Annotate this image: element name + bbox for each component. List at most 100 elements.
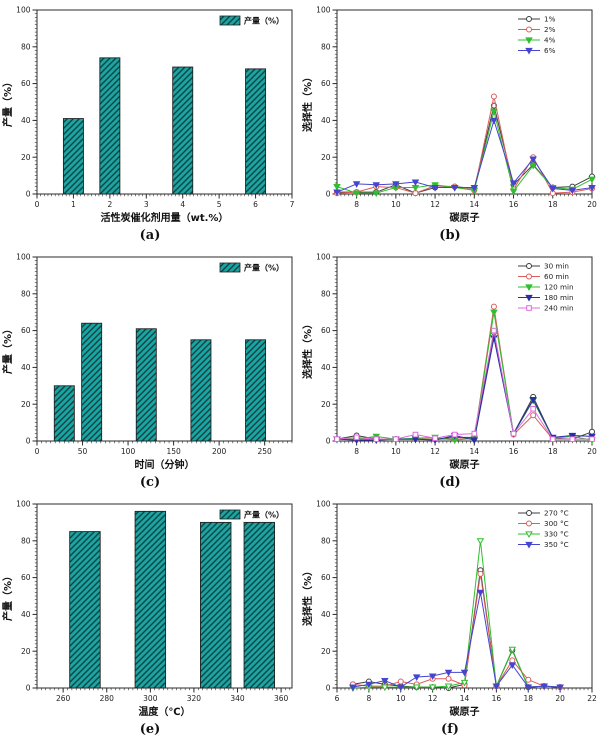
- svg-text:0: 0: [35, 200, 40, 209]
- svg-text:6: 6: [253, 200, 258, 209]
- svg-text:16: 16: [492, 694, 502, 703]
- caption-f: (f): [441, 722, 459, 737]
- chart-a-bar-yield-catalyst: 0 1 2 3 4 5 6 7 0 20 40 60 80 100 产量（%） 活性炭催化剂用量（wt.%） 产…: [1, 6, 295, 224]
- svg-text:碳原子: 碳原子: [450, 458, 480, 471]
- caption-d: (d): [439, 475, 461, 490]
- svg-text:100: 100: [316, 500, 331, 509]
- svg-text:80: 80: [21, 289, 31, 298]
- svg-text:120 min: 120 min: [544, 283, 574, 292]
- svg-text:60: 60: [21, 79, 31, 88]
- svg-text:2%: 2%: [544, 25, 556, 34]
- svg-text:12: 12: [430, 447, 440, 456]
- svg-text:60 min: 60 min: [544, 272, 569, 281]
- svg-text:12: 12: [430, 200, 440, 209]
- svg-text:产量（%）: 产量（%）: [1, 324, 14, 374]
- svg-text:0: 0: [26, 190, 31, 199]
- svg-text:10: 10: [391, 447, 401, 456]
- svg-text:200: 200: [212, 447, 227, 456]
- svg-text:40: 40: [321, 116, 331, 125]
- caption-c: (c): [139, 475, 161, 490]
- svg-text:80: 80: [21, 536, 31, 545]
- svg-text:0: 0: [326, 190, 331, 199]
- svg-text:7: 7: [290, 200, 295, 209]
- svg-text:20: 20: [321, 400, 331, 409]
- svg-text:碳原子: 碳原子: [450, 705, 480, 718]
- panel-a-yield-vs-catalyst: 0 1 2 3 4 5 6 7 0 20 40 60 80 100 产量（%） 活性炭催化剂用量（wt.%） 产…: [0, 0, 300, 247]
- svg-text:产量（%）: 产量（%）: [1, 571, 14, 621]
- svg-text:产量（%）: 产量（%）: [244, 16, 284, 26]
- svg-text:8: 8: [354, 200, 359, 209]
- svg-text:0: 0: [35, 447, 40, 456]
- svg-text:0: 0: [326, 437, 331, 446]
- svg-text:0: 0: [326, 684, 331, 693]
- chart-b-line-selectivity-catalyst: 8 10 12 14 16 18 20 0 20 40 60 80 100 1%2% 4%6% 碳原子 选择性（…: [301, 6, 597, 224]
- svg-text:产量（%）: 产量（%）: [1, 77, 14, 127]
- svg-text:12: 12: [428, 694, 438, 703]
- panel-e-yield-vs-temperature: 260 280 300 320 340 360 0 20 40 60 80 100 产量（%） 温度（℃）…: [0, 494, 300, 741]
- svg-text:100: 100: [316, 253, 331, 262]
- svg-text:80: 80: [321, 42, 331, 51]
- svg-text:10: 10: [391, 200, 401, 209]
- svg-text:活性炭催化剂用量（wt.%）: 活性炭催化剂用量（wt.%）: [101, 211, 229, 224]
- svg-text:100: 100: [16, 6, 31, 15]
- svg-text:60: 60: [321, 573, 331, 582]
- svg-text:320: 320: [187, 694, 202, 703]
- svg-text:选择性（%）: 选择性（%）: [301, 566, 314, 626]
- svg-text:5: 5: [217, 200, 222, 209]
- svg-text:0: 0: [26, 684, 31, 693]
- svg-text:选择性（%）: 选择性（%）: [301, 319, 314, 379]
- svg-text:22: 22: [587, 694, 597, 703]
- svg-text:360: 360: [274, 694, 289, 703]
- svg-text:8: 8: [354, 447, 359, 456]
- svg-text:14: 14: [470, 200, 480, 209]
- svg-text:60: 60: [321, 326, 331, 335]
- svg-text:产量（%）: 产量（%）: [244, 263, 284, 273]
- svg-text:150: 150: [166, 447, 181, 456]
- svg-text:80: 80: [21, 42, 31, 51]
- chart-c-bar-yield-time: 0 50 100 150 200 250 0 20 40 60 80 100 产量（%） 时间（分钟） 产量…: [1, 253, 293, 471]
- svg-text:18: 18: [523, 694, 533, 703]
- svg-text:40: 40: [321, 363, 331, 372]
- caption-b: (b): [439, 228, 461, 243]
- svg-text:20: 20: [21, 153, 31, 162]
- svg-text:20: 20: [321, 153, 331, 162]
- svg-text:80: 80: [321, 536, 331, 545]
- svg-text:20: 20: [587, 200, 597, 209]
- svg-text:8: 8: [366, 694, 371, 703]
- svg-text:330 °C: 330 °C: [544, 530, 569, 539]
- svg-text:340: 340: [230, 694, 245, 703]
- svg-text:270 °C: 270 °C: [544, 509, 569, 518]
- svg-text:16: 16: [509, 200, 519, 209]
- svg-text:18: 18: [548, 200, 558, 209]
- svg-text:产量（%）: 产量（%）: [244, 510, 284, 520]
- svg-text:350 °C: 350 °C: [544, 540, 569, 549]
- svg-text:1%: 1%: [544, 15, 556, 24]
- panel-d-selectivity-vs-carbon-time: 8 10 12 14 16 18 20 0 20 40 60 80 100 30 min 60 min 120…: [300, 247, 600, 494]
- svg-text:30 min: 30 min: [544, 262, 569, 271]
- svg-text:260: 260: [56, 694, 71, 703]
- svg-text:20: 20: [21, 647, 31, 656]
- svg-text:80: 80: [321, 289, 331, 298]
- svg-text:选择性（%）: 选择性（%）: [301, 72, 314, 132]
- svg-text:100: 100: [16, 500, 31, 509]
- svg-text:16: 16: [509, 447, 519, 456]
- svg-text:40: 40: [21, 610, 31, 619]
- caption-e: (e): [139, 722, 161, 737]
- svg-text:20: 20: [555, 694, 565, 703]
- svg-text:100: 100: [121, 447, 136, 456]
- svg-text:温度（℃）: 温度（℃）: [138, 705, 190, 718]
- panel-f-selectivity-vs-carbon-temperature: 6 8 10 12 14 16 18 20 22 0 20 40 60 80 100 270 °C 300 °C…: [300, 494, 600, 741]
- svg-text:280: 280: [100, 694, 115, 703]
- svg-text:100: 100: [316, 6, 331, 15]
- svg-text:10: 10: [396, 694, 406, 703]
- svg-text:6%: 6%: [544, 46, 556, 55]
- svg-text:6: 6: [335, 694, 340, 703]
- svg-text:14: 14: [460, 694, 470, 703]
- svg-text:50: 50: [78, 447, 88, 456]
- panel-b-selectivity-vs-carbon: 8 10 12 14 16 18 20 0 20 40 60 80 100 1% 2% 4% 6% 碳原子 选择性（…: [300, 0, 600, 247]
- svg-text:60: 60: [21, 326, 31, 335]
- svg-text:3: 3: [144, 200, 149, 209]
- svg-text:180 min: 180 min: [544, 293, 574, 302]
